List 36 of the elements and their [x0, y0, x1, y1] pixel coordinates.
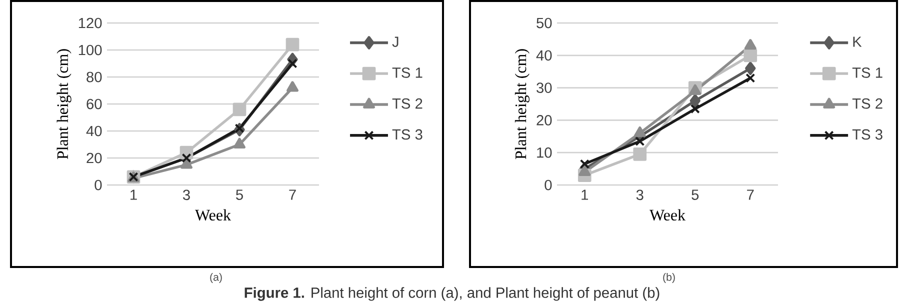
legend-label: K: [853, 36, 862, 47]
x-tick-label: 7: [289, 190, 296, 200]
y-tick-label: 60: [86, 98, 102, 110]
text: (b): [663, 272, 675, 283]
y-tick-label: 80: [86, 72, 102, 82]
y-axis-title: Plant height (cm): [514, 49, 530, 159]
y-tick-label: 40: [86, 126, 102, 136]
x-tick-label: 3: [182, 190, 190, 200]
y-tick-label: 40: [536, 50, 552, 60]
legend-label: TS 2: [852, 98, 882, 109]
y-tick-label: 20: [86, 152, 102, 164]
y-tick-label: 0: [94, 180, 102, 190]
legend-label: TS 1: [852, 67, 882, 78]
legend-label: TS 2: [392, 98, 422, 109]
text: Figure 1. Plant height of corn (a), and Plant height of peanut (b): [244, 286, 660, 301]
x-tick-label: 7: [747, 190, 754, 200]
y-tick-label: 100: [78, 44, 102, 56]
x-tick-label: 5: [692, 190, 699, 200]
x-axis-title: Week: [195, 209, 232, 220]
x-tick-label: 3: [636, 190, 644, 200]
legend-label: TS 1: [392, 67, 422, 78]
legend-label: TS 3: [392, 129, 422, 140]
y-tick-label: 50: [536, 18, 552, 28]
y-tick-label: 10: [537, 147, 552, 158]
y-axis-title: Plant height (cm): [56, 49, 72, 159]
x-tick-label: 5: [236, 190, 243, 200]
x-tick-label: 1: [130, 190, 137, 200]
y-tick-label: 0: [544, 180, 552, 190]
legend-label: TS 3: [852, 129, 882, 140]
x-tick-label: 1: [582, 190, 588, 200]
legend-label: J: [392, 36, 398, 47]
y-tick-label: 120: [78, 18, 102, 28]
y-tick-label: 20: [536, 114, 552, 126]
text: (a): [210, 272, 222, 283]
y-tick-label: 30: [536, 82, 552, 93]
x-axis-title: Week: [650, 209, 686, 220]
